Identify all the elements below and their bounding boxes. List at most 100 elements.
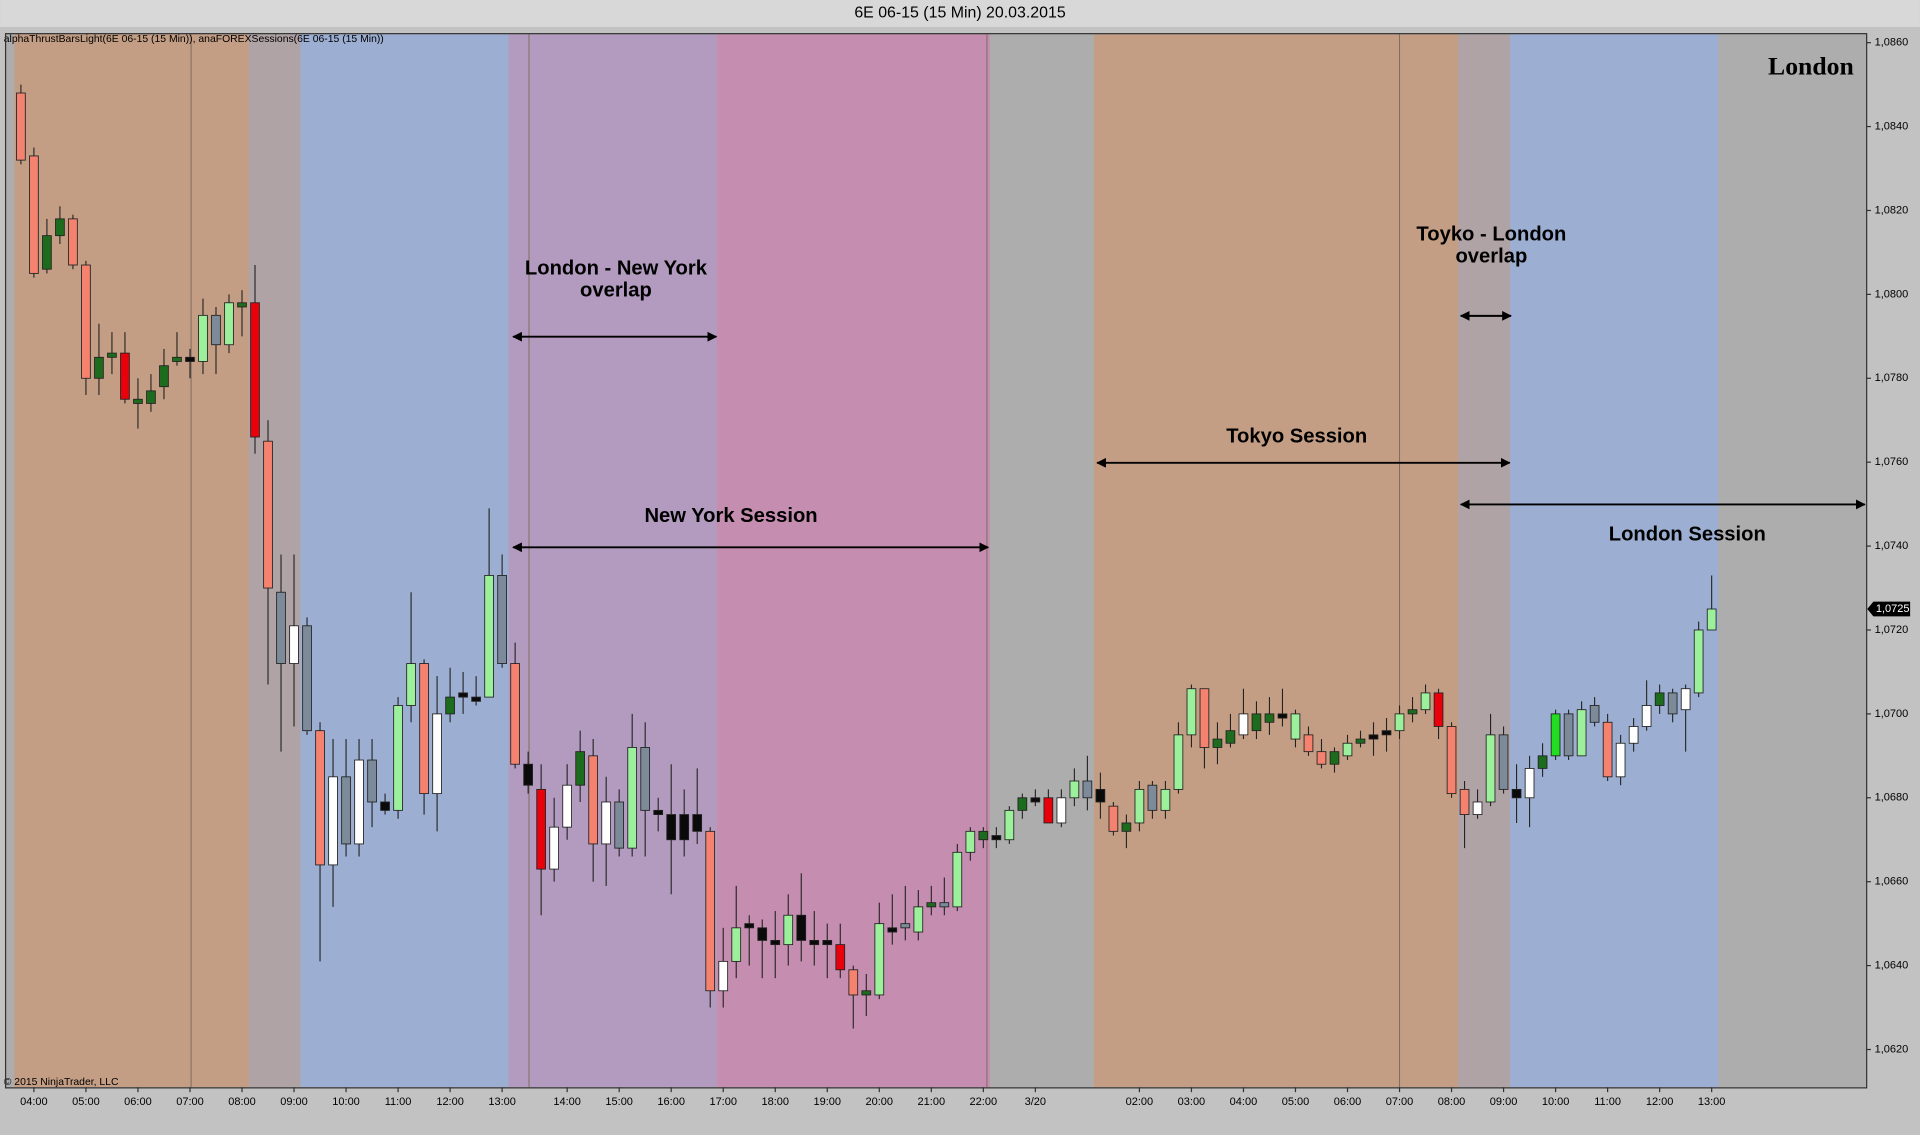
candle-body xyxy=(1589,705,1600,723)
x-tick-label: 12:00 xyxy=(1646,1096,1674,1108)
x-tick-label: 11:00 xyxy=(385,1096,412,1108)
y-tick-label: 1,0800 xyxy=(1875,288,1909,300)
axes: 1,0620 1,0640 1,0660 1,0680 1,0700 1,0720 1,07… xyxy=(20,37,1911,1108)
candles xyxy=(16,84,1717,1029)
candle-body xyxy=(211,314,221,346)
candle-body xyxy=(1537,755,1548,769)
plot-border xyxy=(4,33,1868,1089)
candle-body xyxy=(978,830,989,841)
candle-body xyxy=(692,814,703,832)
candle-body xyxy=(1134,788,1145,824)
candle-body xyxy=(16,92,26,161)
session-band xyxy=(1510,34,1719,1088)
candle-body xyxy=(107,352,117,358)
x-tick-label: 06:00 xyxy=(1334,1096,1362,1108)
x-tick-label: 22:00 xyxy=(970,1096,998,1108)
x-tick-label: 04:00 xyxy=(1230,1096,1258,1108)
candle-body xyxy=(913,906,924,933)
candle-body xyxy=(770,939,781,946)
candle-body xyxy=(835,944,846,971)
x-tick-label: 08:00 xyxy=(228,1096,256,1108)
candle-body xyxy=(1459,788,1470,815)
candle-body xyxy=(926,902,937,908)
candle-body xyxy=(796,914,807,941)
candle-body xyxy=(1641,705,1652,727)
x-tick-label: 08:00 xyxy=(1438,1096,1466,1108)
candle-body xyxy=(133,398,143,404)
candle-body xyxy=(744,923,755,929)
x-tick-label: 15:00 xyxy=(605,1096,633,1108)
candle-body xyxy=(1095,788,1106,803)
candle-body xyxy=(575,751,585,786)
candle-body xyxy=(1433,692,1444,727)
candle-body xyxy=(523,763,533,786)
candle-body xyxy=(1485,734,1496,803)
candle-body xyxy=(1394,713,1405,732)
candle-body xyxy=(991,835,1002,841)
candle-body xyxy=(1524,767,1535,799)
last-price-label: 1,0725 xyxy=(1876,603,1910,615)
candle-body xyxy=(224,302,234,346)
candle-body xyxy=(1056,797,1067,824)
candle-body xyxy=(1355,738,1366,744)
annotation: London Session xyxy=(1609,523,1766,545)
candle-body xyxy=(393,705,403,811)
candle-body xyxy=(1329,751,1340,765)
candle-body xyxy=(1628,726,1639,744)
y-tick-label: 1,0760 xyxy=(1875,456,1909,468)
candle-body xyxy=(952,851,963,908)
candle-body xyxy=(1602,721,1613,778)
candle-body xyxy=(146,390,156,404)
candle-body xyxy=(1706,608,1717,631)
x-tick-label: 05:00 xyxy=(72,1096,100,1108)
candle-body xyxy=(1563,713,1574,757)
candle-body xyxy=(705,830,716,992)
candle-body xyxy=(42,235,52,270)
candle-body xyxy=(1121,822,1132,832)
candle-body xyxy=(1667,692,1678,715)
x-tick-label: 13:00 xyxy=(488,1096,516,1108)
x-tick-label: 05:00 xyxy=(1282,1096,1310,1108)
candle-body xyxy=(900,923,911,929)
candle-body xyxy=(68,218,78,266)
x-tick-label: 07:00 xyxy=(1386,1096,1414,1108)
candle-body xyxy=(328,776,338,866)
candle-body xyxy=(510,663,520,765)
candle-body xyxy=(718,960,729,992)
session-name: London xyxy=(1768,51,1854,80)
candle-body xyxy=(1225,730,1236,744)
candle-body xyxy=(1277,713,1288,719)
candle-body xyxy=(731,927,742,962)
candle-body xyxy=(1043,797,1054,824)
candle-body xyxy=(1511,788,1522,799)
annotation: Tokyo Session xyxy=(1226,425,1367,447)
candle-body xyxy=(484,575,494,698)
sessions xyxy=(14,34,1719,1088)
y-tick-label: 1,0620 xyxy=(1875,1043,1909,1055)
candle-body xyxy=(471,696,481,702)
candle-body xyxy=(1407,709,1418,715)
candle-body xyxy=(497,575,507,664)
candle-body xyxy=(1576,709,1587,757)
x-tick-label: 10:00 xyxy=(332,1096,360,1108)
candle-body xyxy=(406,663,416,706)
candle-body xyxy=(1680,688,1691,711)
y-tick-label: 1,0860 xyxy=(1875,37,1909,49)
candle-body xyxy=(1199,688,1210,748)
candle-body xyxy=(1368,734,1379,740)
candle-body xyxy=(1342,742,1353,757)
candle-body xyxy=(1264,713,1275,723)
y-tick-label: 1,0680 xyxy=(1875,792,1909,804)
candle-body xyxy=(419,663,429,795)
candle-body xyxy=(757,927,768,941)
candle-body xyxy=(601,801,612,845)
x-tick-label: 20:00 xyxy=(866,1096,894,1108)
x-tick-label: 18:00 xyxy=(761,1096,789,1108)
candle-body xyxy=(822,939,833,946)
candle-body xyxy=(1290,713,1301,740)
y-tick-label: 1,0840 xyxy=(1875,120,1909,132)
candle-body xyxy=(640,747,651,811)
candle-body xyxy=(367,759,377,803)
candle-body xyxy=(55,218,65,237)
